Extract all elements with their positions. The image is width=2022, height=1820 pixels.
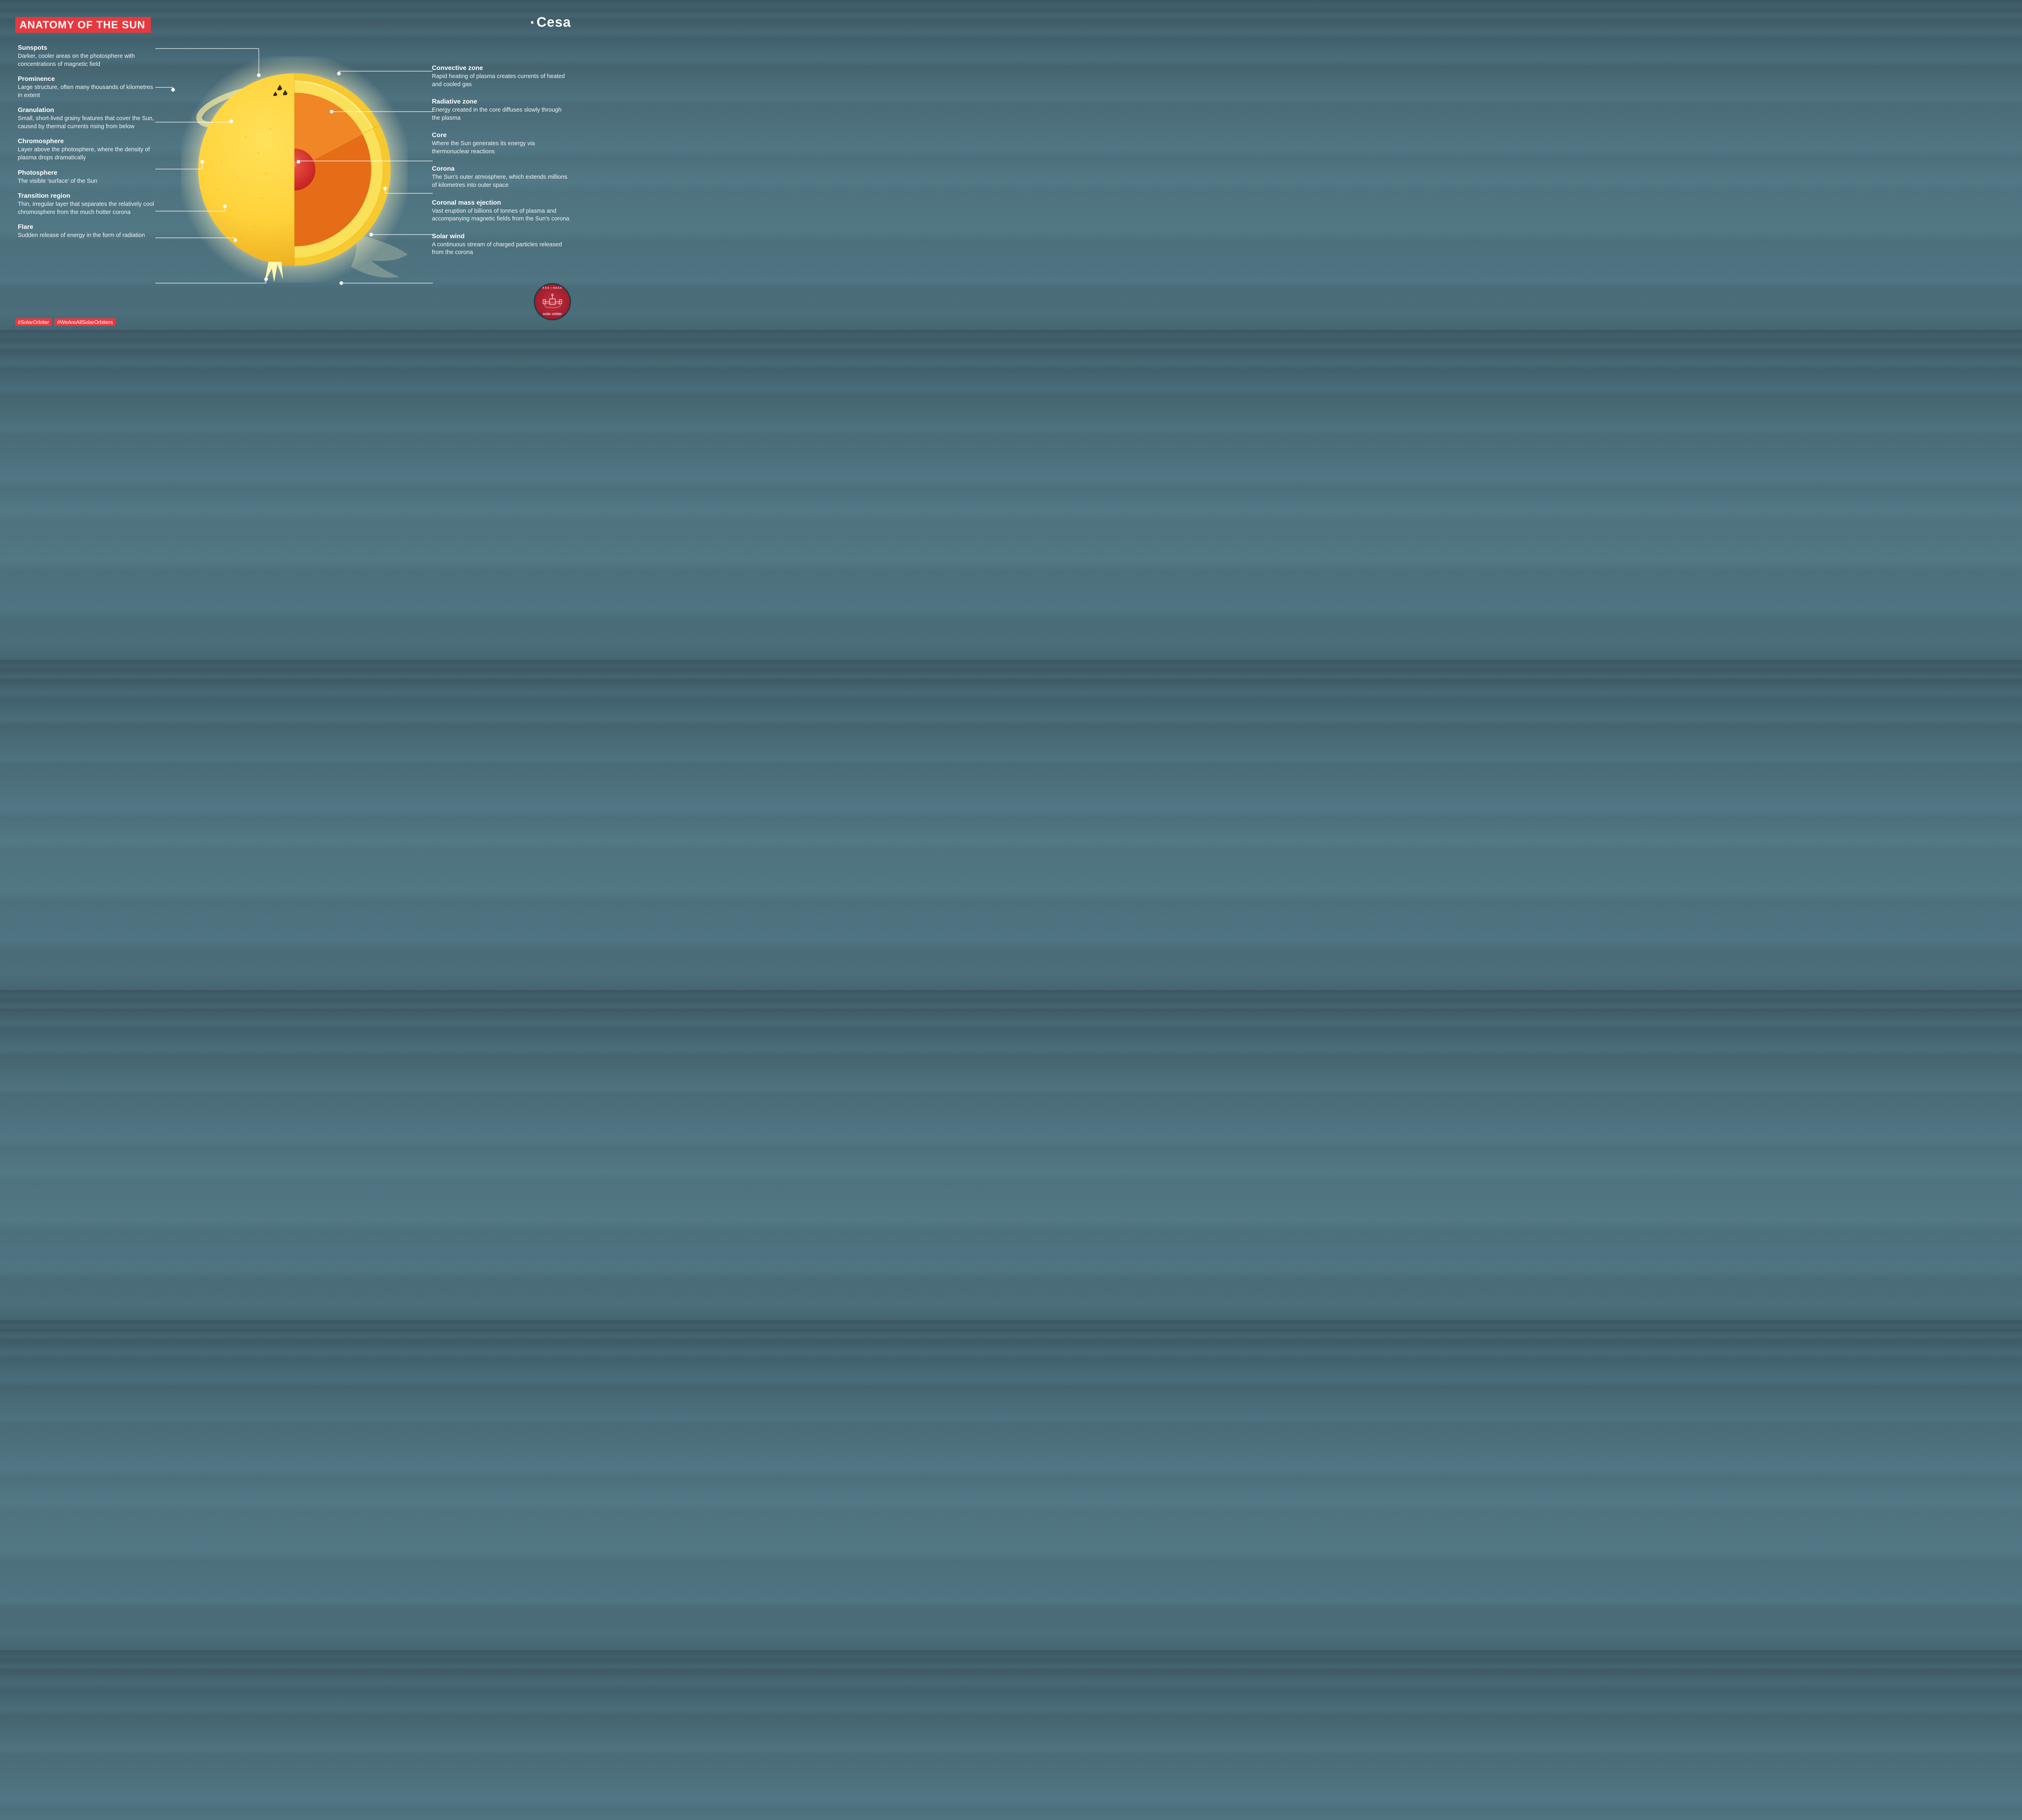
radiative-zone-face — [218, 93, 371, 246]
label-title: Chromosphere — [18, 138, 155, 145]
page-title: ANATOMY OF THE SUN — [15, 17, 151, 33]
labels-right-column: Convective zoneRapid heating of plasma c… — [432, 65, 569, 257]
label-desc: A continuous stream of charged particles… — [432, 241, 569, 257]
label-title: Flare — [18, 224, 155, 231]
labels-left-column: SunspotsDarker, cooler areas on the phot… — [18, 44, 155, 240]
label-desc: The visible 'surface' of the Sun — [18, 178, 155, 186]
label-desc: The Sun's outer atmosphere, which extend… — [432, 174, 569, 189]
label-desc: Thin, irregular layer that separates the… — [18, 201, 155, 216]
label-title: Corona — [432, 165, 569, 173]
hashtag: #WeAreAllSolarOrbiters — [55, 318, 115, 326]
convective-zone-inner — [206, 81, 383, 258]
label-desc: Large structure, often many thousands of… — [18, 84, 155, 99]
label-desc: Sudden release of energy in the form of … — [18, 232, 155, 240]
label-desc: Where the Sun generates its energy via t… — [432, 140, 569, 156]
label-title: Photosphere — [18, 169, 155, 177]
photosphere-sphere — [198, 73, 391, 266]
label-chromosphere: ChromosphereLayer above the photosphere,… — [18, 138, 155, 162]
radiative-zone — [218, 93, 371, 246]
brand-text: esa — [547, 15, 571, 30]
label-convective-zone: Convective zoneRapid heating of plasma c… — [432, 65, 569, 89]
label-prominence: ProminenceLarge structure, often many th… — [18, 76, 155, 99]
corona-glow — [181, 56, 408, 283]
flare — [264, 262, 283, 283]
hashtags: #SolarOrbiter #WeAreAllSolarOrbiters — [15, 318, 115, 326]
label-title: Convective zone — [432, 65, 569, 72]
label-desc: Rapid heating of plasma creates currents… — [432, 73, 569, 89]
label-desc: Small, short-lived grainy features that … — [18, 115, 155, 131]
label-transition-region: Transition regionThin, irregular layer t… — [18, 193, 155, 216]
label-title: Core — [432, 132, 569, 139]
esa-logo: ·Cesa — [530, 15, 571, 30]
label-flare: FlareSudden release of energy in the for… — [18, 224, 155, 240]
label-core: CoreWhere the Sun generates its energy v… — [432, 132, 569, 156]
coronal-mass-ejection — [351, 234, 408, 277]
granulation-texture — [217, 128, 275, 243]
label-coronal-mass-ejection: Coronal mass ejectionVast eruption of bi… — [432, 199, 569, 223]
core — [273, 148, 315, 190]
label-solar-wind: Solar windA continuous stream of charged… — [432, 233, 569, 257]
label-title: Sunspots — [18, 44, 155, 52]
label-desc: Vast eruption of billions of tonnes of p… — [432, 207, 569, 223]
convective-zone-face — [198, 73, 391, 266]
label-radiative-zone: Radiative zoneEnergy created in the core… — [432, 98, 569, 122]
brand-c: C — [537, 15, 547, 30]
label-desc: Layer above the photosphere, where the d… — [18, 146, 155, 162]
sun-diagram — [181, 56, 408, 283]
label-desc: Darker, cooler areas on the photosphere … — [18, 53, 155, 68]
label-title: Solar wind — [432, 233, 569, 240]
mission-badge: ESA | NASA solar orbiter — [534, 283, 571, 320]
label-title: Prominence — [18, 76, 155, 83]
label-granulation: GranulationSmall, short-lived grainy fea… — [18, 107, 155, 131]
badge-top-text: ESA | NASA — [543, 287, 562, 290]
prominence — [195, 81, 280, 132]
label-title: Transition region — [18, 193, 155, 200]
sunspots — [273, 85, 288, 96]
solar-orbiter-icon — [542, 292, 563, 312]
label-title: Radiative zone — [432, 98, 569, 106]
hashtag: #SolarOrbiter — [15, 318, 51, 326]
label-title: Granulation — [18, 107, 155, 114]
label-photosphere: PhotosphereThe visible 'surface' of the … — [18, 169, 155, 186]
label-sunspots: SunspotsDarker, cooler areas on the phot… — [18, 44, 155, 68]
label-corona: CoronaThe Sun's outer atmosphere, which … — [432, 165, 569, 189]
label-title: Coronal mass ejection — [432, 199, 569, 207]
label-desc: Energy created in the core diffuses slow… — [432, 106, 569, 122]
badge-bottom-text: solar orbiter — [543, 312, 562, 316]
